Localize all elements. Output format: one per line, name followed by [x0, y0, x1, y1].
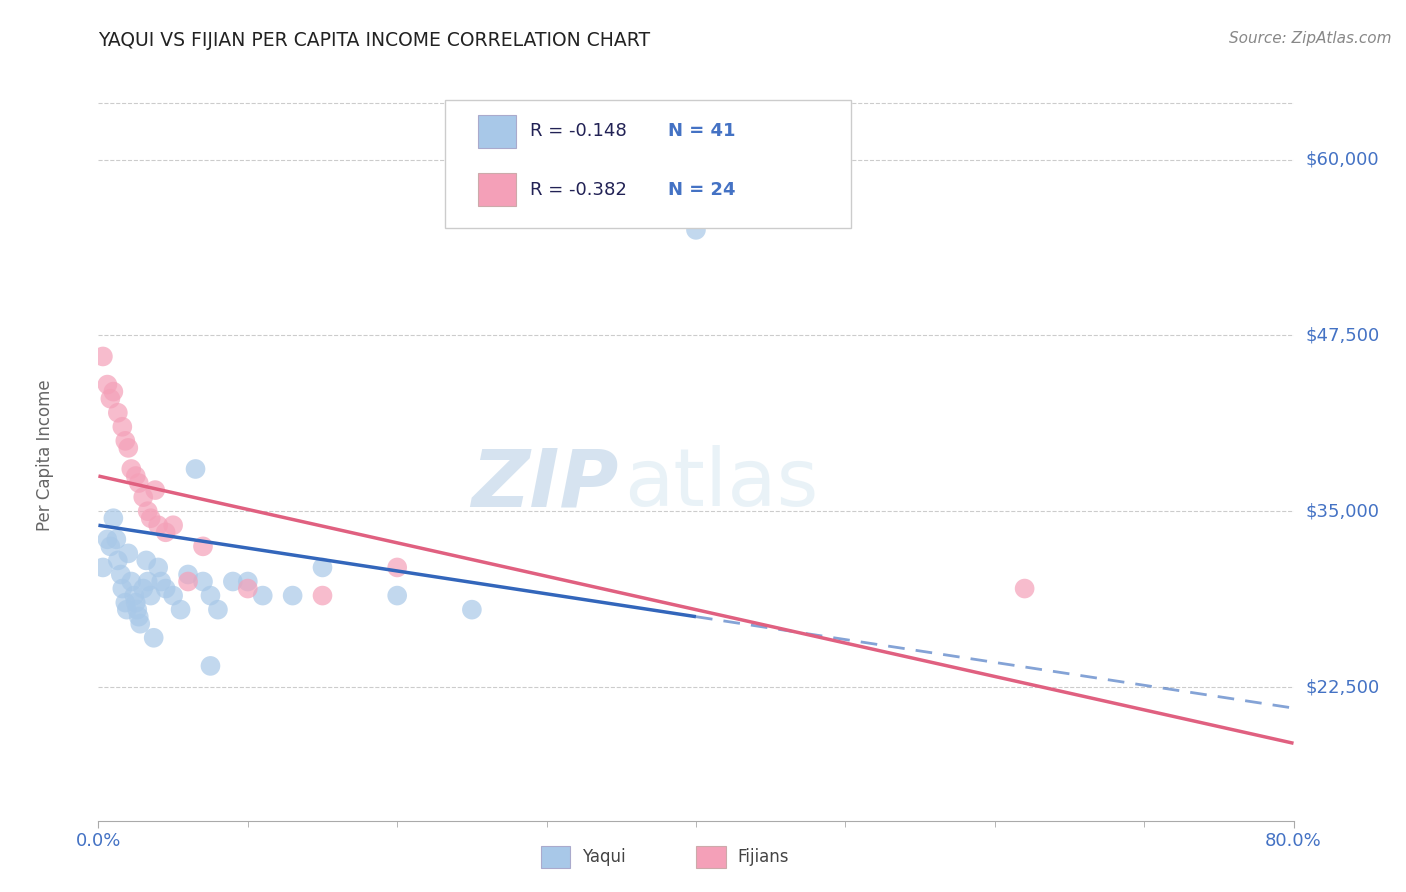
Point: [132, 582, 155, 596]
Point: [155, 582, 177, 596]
Point: [120, 462, 142, 476]
Text: $47,500: $47,500: [1305, 326, 1379, 344]
Point: [143, 483, 166, 497]
Point: [207, 602, 229, 616]
Point: [128, 609, 150, 624]
Point: [148, 560, 170, 574]
Point: [103, 384, 125, 399]
Point: [311, 589, 333, 603]
Point: [136, 504, 159, 518]
Point: [128, 476, 150, 491]
Point: [103, 511, 125, 525]
Point: [177, 574, 200, 589]
Point: [385, 589, 409, 603]
Point: [105, 533, 128, 547]
Text: R = -0.148: R = -0.148: [530, 122, 627, 140]
Point: [120, 574, 142, 589]
Point: [685, 223, 707, 237]
FancyBboxPatch shape: [540, 847, 571, 868]
Point: [177, 567, 200, 582]
Point: [117, 546, 139, 560]
Point: [148, 518, 170, 533]
Point: [461, 602, 484, 616]
Point: [162, 518, 184, 533]
Point: [222, 574, 245, 589]
Point: [191, 539, 214, 553]
Point: [139, 511, 162, 525]
Point: [169, 602, 191, 616]
Point: [155, 525, 177, 540]
Point: [184, 462, 207, 476]
Text: Per Capita Income: Per Capita Income: [35, 379, 53, 531]
Text: $22,500: $22,500: [1305, 678, 1379, 696]
Text: $60,000: $60,000: [1305, 151, 1379, 169]
Point: [115, 602, 138, 616]
Point: [96, 377, 118, 392]
Point: [150, 574, 173, 589]
Point: [125, 469, 148, 483]
Point: [91, 560, 114, 574]
Point: [96, 533, 118, 547]
FancyBboxPatch shape: [696, 847, 725, 868]
Point: [98, 539, 122, 553]
Point: [114, 596, 136, 610]
Text: YAQUI VS FIJIAN PER CAPITA INCOME CORRELATION CHART: YAQUI VS FIJIAN PER CAPITA INCOME CORREL…: [98, 31, 651, 50]
Point: [129, 616, 152, 631]
Point: [200, 659, 222, 673]
Point: [385, 560, 409, 574]
Point: [124, 589, 146, 603]
Text: R = -0.382: R = -0.382: [530, 181, 627, 199]
Point: [132, 490, 155, 504]
Point: [107, 406, 129, 420]
FancyBboxPatch shape: [478, 173, 516, 206]
FancyBboxPatch shape: [478, 115, 516, 148]
Text: Fijians: Fijians: [738, 848, 789, 866]
Text: N = 24: N = 24: [668, 181, 735, 199]
Text: $35,000: $35,000: [1305, 502, 1379, 520]
Point: [162, 589, 184, 603]
Point: [107, 553, 129, 567]
Point: [91, 350, 114, 364]
Text: N = 41: N = 41: [668, 122, 735, 140]
Point: [125, 596, 148, 610]
Point: [236, 582, 259, 596]
Point: [111, 582, 134, 596]
Point: [142, 631, 165, 645]
Point: [136, 574, 159, 589]
Point: [281, 589, 304, 603]
Point: [127, 602, 149, 616]
Point: [98, 392, 122, 406]
Point: [252, 589, 274, 603]
Point: [139, 589, 162, 603]
Point: [311, 560, 333, 574]
Text: Source: ZipAtlas.com: Source: ZipAtlas.com: [1229, 31, 1392, 46]
Point: [236, 574, 259, 589]
Point: [1014, 582, 1036, 596]
Point: [200, 589, 222, 603]
Point: [191, 574, 214, 589]
Point: [135, 553, 157, 567]
FancyBboxPatch shape: [444, 100, 851, 228]
Text: atlas: atlas: [624, 445, 818, 524]
Point: [114, 434, 136, 448]
Text: ZIP: ZIP: [471, 445, 619, 524]
Point: [117, 441, 139, 455]
Point: [110, 567, 132, 582]
Point: [111, 419, 134, 434]
Text: Yaqui: Yaqui: [582, 848, 626, 866]
